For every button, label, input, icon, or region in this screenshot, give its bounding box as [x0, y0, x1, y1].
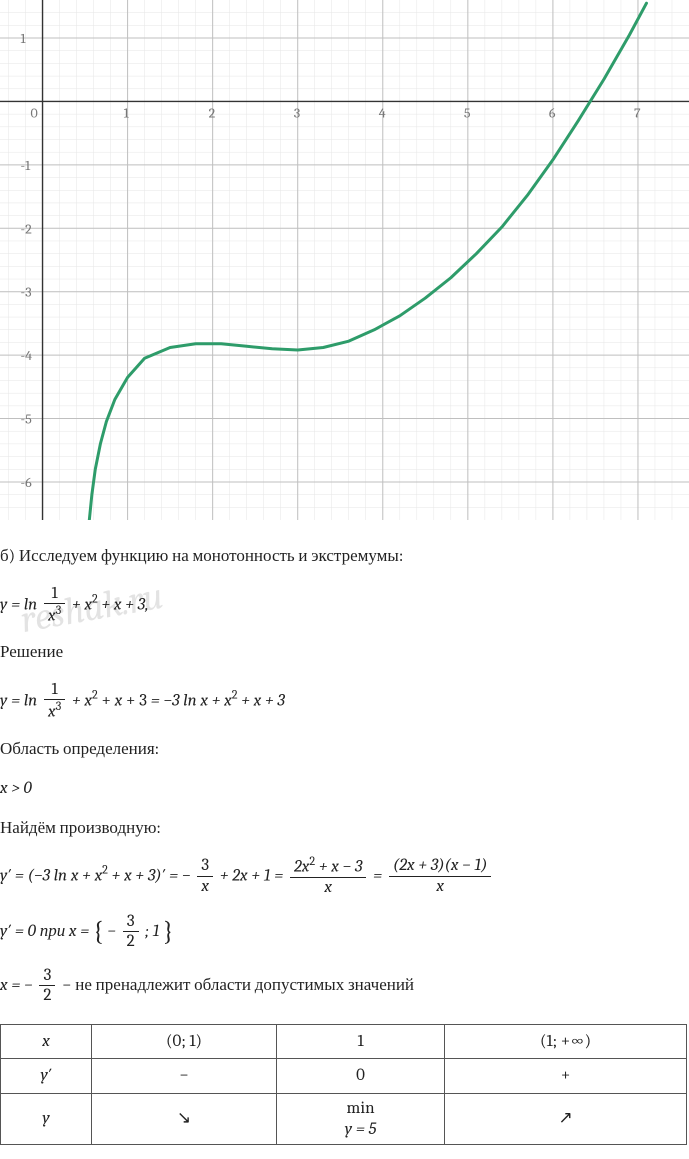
table-cell: miny = 5	[276, 1093, 444, 1145]
section-label: б) Исследуем функцию на монотонность и э…	[0, 544, 687, 570]
svg-text:-1: -1	[21, 157, 32, 174]
svg-text:2: 2	[209, 104, 216, 121]
svg-text:-4: -4	[21, 347, 33, 364]
table-cell: ↗	[445, 1093, 687, 1145]
derivative: y′ = (−3 ln x + x2 + x + 3)′ = − 3 x + 2…	[0, 855, 687, 898]
critical-points: y′ = 0 при x = { − 3 2 ; 1 }	[0, 912, 687, 952]
df2na: 2x	[294, 858, 309, 877]
dv-frac1: 3 x	[197, 856, 213, 896]
monotonicity-table: x(0; 1)1(1; +∞) y′−0+ y↘miny = 5↗	[0, 1024, 687, 1146]
frac-num: 1	[44, 584, 65, 605]
svg-text:7: 7	[634, 104, 641, 121]
table-cell: +	[445, 1059, 687, 1094]
dvs2: + x + 3)′ = −	[108, 866, 191, 885]
efd2: 2	[39, 986, 55, 1006]
efd: x3	[44, 700, 65, 722]
table-cell: 0	[276, 1059, 444, 1094]
table-header-cell: 1	[276, 1024, 444, 1059]
svg-text:-2: -2	[21, 220, 33, 237]
expand-rhs2: + x + 3	[237, 691, 284, 710]
svg-text:3: 3	[294, 104, 300, 121]
expand-rhs1: + x	[72, 691, 92, 710]
dvm: + 2x + 1 =	[220, 866, 287, 885]
den-base: x	[48, 607, 56, 626]
cfd: 2	[123, 932, 139, 952]
dv-frac3: (2x + 3)(x − 1) x	[389, 856, 492, 896]
table-header-cell: (0; 1)	[92, 1024, 277, 1059]
cpa: −	[107, 922, 116, 941]
svg-text:6: 6	[549, 104, 556, 121]
exl: x = −	[0, 976, 33, 995]
func-frac: 1 x3	[44, 584, 65, 627]
solution-heading: Решение	[0, 640, 687, 666]
chart-svg: 01234567-6-5-4-3-2-11	[0, 0, 689, 520]
function-definition: y = ln 1 x3 + x2 + x + 3,	[0, 584, 687, 627]
table-cell: −	[92, 1059, 277, 1094]
df2nb: + x − 3	[315, 858, 362, 877]
dvs: y′ = (−3 ln x + x	[0, 866, 102, 885]
dv-frac2: 2x2 + x − 3 x	[290, 855, 366, 898]
df2n: 2x2 + x − 3	[290, 855, 366, 878]
dfn: 3	[197, 856, 213, 877]
domain-label: Область определения:	[0, 737, 687, 763]
table-cell: y′	[1, 1059, 92, 1094]
excl-frac: 3 2	[39, 966, 55, 1006]
table-header-cell: (1; +∞)	[445, 1024, 687, 1059]
svg-text:-6: -6	[21, 474, 33, 491]
frac-den: x3	[44, 604, 65, 626]
cfn: 3	[123, 912, 139, 933]
func-rhs: + x	[72, 595, 92, 614]
efn: 1	[44, 680, 65, 701]
dve: =	[373, 866, 386, 885]
df2d: x	[290, 878, 366, 898]
svg-text:-3: -3	[21, 284, 32, 301]
solution-content: б) Исследуем функцию на монотонность и э…	[0, 520, 689, 1145]
svg-text:0: 0	[31, 104, 38, 121]
function-expand: y = ln 1 x3 + x2 + x + 3 = −3 ln x + x2 …	[0, 680, 687, 723]
expand-frac: 1 x3	[44, 680, 65, 723]
expand-rhs: = −3 ln x + x	[151, 691, 232, 710]
table-cell: ↘	[92, 1093, 277, 1145]
svg-text:5: 5	[464, 104, 471, 121]
dfd: x	[197, 877, 213, 897]
crit-frac: 3 2	[123, 912, 139, 952]
deriv-label: Найдём производную:	[0, 816, 687, 842]
efn2: 3	[39, 966, 55, 987]
svg-text:-5: -5	[21, 411, 33, 428]
svg-text:4: 4	[379, 104, 386, 121]
exr: − не пренадлежит области допустимых знач…	[62, 976, 414, 995]
table-header-cell: x	[1, 1024, 92, 1059]
function-chart: 01234567-6-5-4-3-2-11	[0, 0, 689, 520]
domain-expr: x > 0	[0, 776, 687, 802]
df3d: x	[389, 877, 492, 897]
func-lhs: y = ln	[0, 595, 37, 614]
func-rhs2: + x + 3,	[98, 595, 149, 614]
cpb: ; 1	[145, 922, 159, 941]
cps: y′ = 0 при x =	[0, 922, 93, 941]
df3n: (2x + 3)(x − 1)	[389, 856, 492, 877]
table-cell: y	[1, 1093, 92, 1145]
excluded-point: x = − 3 2 − не пренадлежит области допус…	[0, 966, 687, 1006]
efds: 3	[56, 700, 62, 714]
den-sup: 3	[56, 604, 62, 618]
efdb: x	[48, 703, 56, 722]
expand-lhs: y = ln	[0, 691, 37, 710]
